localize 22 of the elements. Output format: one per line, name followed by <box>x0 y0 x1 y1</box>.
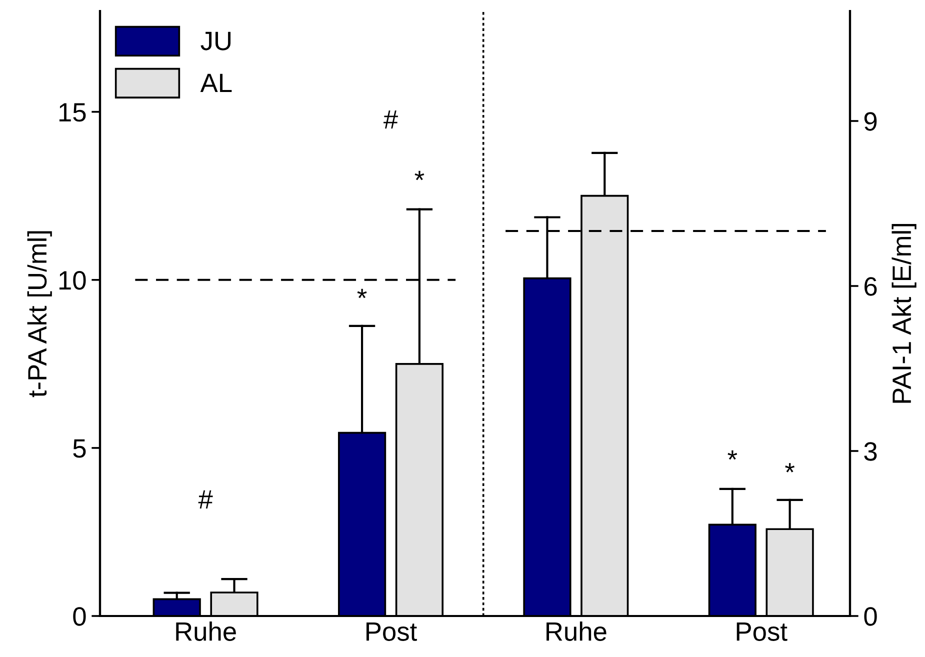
annotation: * <box>728 450 738 460</box>
y2-tick-label: 6 <box>864 277 877 296</box>
y-tick-label: 0 <box>73 607 86 626</box>
y-axis-title: t-PA Akt [U/ml] <box>27 231 52 398</box>
x-tick-label: Ruhe <box>176 622 236 641</box>
y2-tick-label: 0 <box>864 607 877 626</box>
annotation: # <box>384 110 398 129</box>
annotation: * <box>785 463 795 472</box>
x-tick-label: Post <box>736 622 788 641</box>
y2-axis-title: PAI-1 Akt [E/ml] <box>892 224 916 403</box>
y-tick-label: 10 <box>59 271 86 290</box>
annotation: * <box>357 288 367 298</box>
y2-tick-label: 3 <box>864 442 877 461</box>
annotation: * <box>414 170 424 180</box>
legend-label: JU <box>200 32 230 50</box>
legend-label: AL <box>200 74 232 92</box>
y2-tick-label: 9 <box>864 112 877 131</box>
y-tick-label: 15 <box>59 103 86 122</box>
y-tick-label: 5 <box>73 439 86 458</box>
annotation: # <box>198 490 213 508</box>
x-tick-label: Post <box>366 622 417 641</box>
x-tick-label: Ruhe <box>546 622 606 641</box>
